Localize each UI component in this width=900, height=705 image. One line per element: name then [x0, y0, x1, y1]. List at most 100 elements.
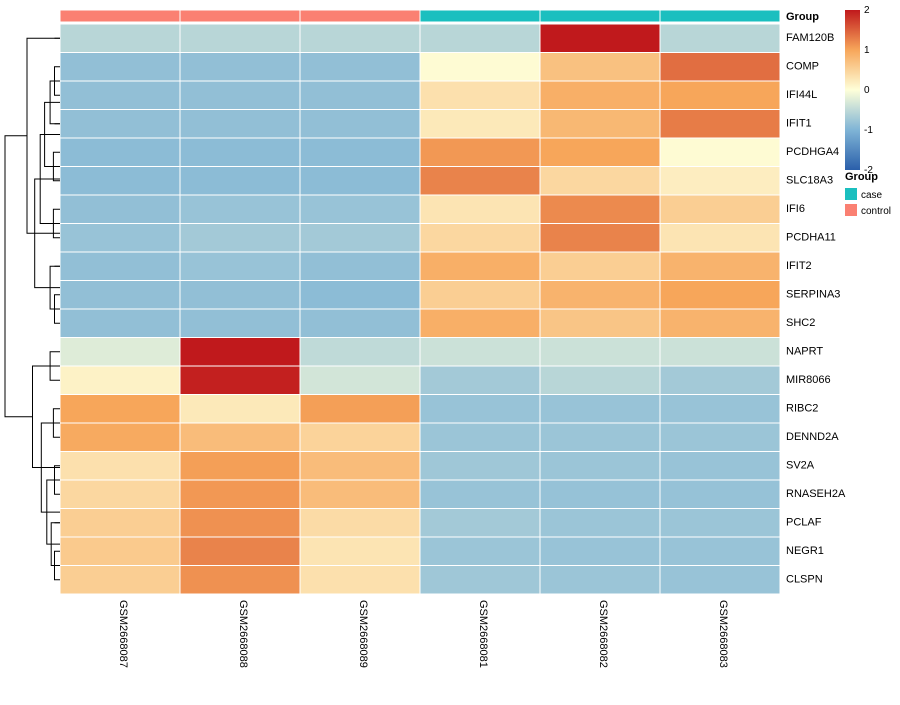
heatmap-cell [540, 167, 660, 196]
group-annotation-cell [660, 10, 780, 22]
heatmap-cell [300, 138, 420, 167]
heatmap-cell [300, 110, 420, 139]
heatmap-cell [60, 81, 180, 110]
heatmap-cell [300, 480, 420, 509]
row-label: NEGR1 [786, 545, 824, 557]
row-label: PCDHGA4 [786, 146, 839, 158]
heatmap-cell [540, 53, 660, 82]
heatmap-cell [420, 195, 540, 224]
heatmap-cell [300, 395, 420, 424]
heatmap-cell [180, 224, 300, 253]
heatmap-cell [660, 195, 780, 224]
row-label: CLSPN [786, 574, 823, 586]
heatmap-cell [540, 24, 660, 53]
colorbar-tick: -1 [864, 125, 873, 136]
heatmap-cell [420, 224, 540, 253]
heatmap-cell [60, 338, 180, 367]
colorbar-tick: 0 [864, 85, 870, 96]
heatmap-cell [180, 366, 300, 395]
heatmap-cell [660, 509, 780, 538]
heatmap-cell [420, 24, 540, 53]
legend-swatch [845, 188, 857, 200]
heatmap-cell [540, 566, 660, 595]
colorbar-tick: 2 [864, 5, 870, 16]
heatmap-cell [300, 53, 420, 82]
heatmap-cell [420, 138, 540, 167]
group-annotation-cell [60, 10, 180, 22]
heatmap-cell [660, 224, 780, 253]
heatmap-cell [660, 452, 780, 481]
heatmap-cell [300, 566, 420, 595]
row-label: COMP [786, 61, 819, 73]
row-label: SLC18A3 [786, 175, 833, 187]
heatmap-cell [180, 509, 300, 538]
heatmap-cell [180, 537, 300, 566]
legend-item-label: control [861, 206, 891, 217]
row-label: FAM120B [786, 32, 834, 44]
heatmap-cell [60, 53, 180, 82]
heatmap-cell [180, 423, 300, 452]
heatmap-cell [420, 566, 540, 595]
heatmap-cell [420, 452, 540, 481]
heatmap-cell [660, 252, 780, 281]
heatmap-cell [420, 480, 540, 509]
colorbar-tick: 1 [864, 45, 870, 56]
heatmap-cell [300, 195, 420, 224]
row-label: DENND2A [786, 431, 839, 443]
heatmap-cell [300, 509, 420, 538]
group-annotation-cell [420, 10, 540, 22]
heatmap-cell [300, 24, 420, 53]
heatmap-cell [540, 81, 660, 110]
heatmap-cell [540, 224, 660, 253]
heatmap-cell [60, 24, 180, 53]
heatmap-cell [60, 366, 180, 395]
column-label: GSM2668082 [597, 600, 609, 668]
legend-swatch [845, 204, 857, 216]
heatmap-cell [60, 110, 180, 139]
row-label: NAPRT [786, 346, 823, 358]
heatmap-cell [420, 338, 540, 367]
column-label: GSM2668081 [477, 600, 489, 668]
legend-title: Group [845, 171, 878, 183]
heatmap-figure: GroupFAM120BCOMPIFI44LIFIT1PCDHGA4SLC18A… [0, 0, 900, 700]
heatmap-cell [300, 224, 420, 253]
group-annotation-cell [540, 10, 660, 22]
heatmap-svg: GroupFAM120BCOMPIFI44LIFIT1PCDHGA4SLC18A… [0, 0, 900, 700]
dendrogram-branch [27, 38, 60, 233]
heatmap-cell [540, 195, 660, 224]
heatmap-cell [420, 423, 540, 452]
heatmap-cell [420, 281, 540, 310]
heatmap-cell [660, 566, 780, 595]
heatmap-cell [300, 81, 420, 110]
heatmap-cell [300, 252, 420, 281]
group-annotation-cell [180, 10, 300, 22]
heatmap-cell [60, 138, 180, 167]
heatmap-cell [420, 252, 540, 281]
heatmap-cell [660, 537, 780, 566]
heatmap-cell [60, 452, 180, 481]
row-label: IFI44L [786, 89, 817, 101]
heatmap-cell [660, 395, 780, 424]
column-label: GSM2668089 [357, 600, 369, 668]
heatmap-cell [660, 110, 780, 139]
heatmap-cell [180, 480, 300, 509]
heatmap-cell [180, 281, 300, 310]
row-label: IFIT2 [786, 260, 812, 272]
column-label: GSM2668087 [117, 600, 129, 668]
heatmap-cell [660, 338, 780, 367]
heatmap-cell [420, 537, 540, 566]
heatmap-cell [300, 423, 420, 452]
heatmap-cell [540, 452, 660, 481]
heatmap-cell [660, 81, 780, 110]
heatmap-cell [420, 110, 540, 139]
group-annotation-cell [300, 10, 420, 22]
heatmap-cell [300, 452, 420, 481]
heatmap-cell [180, 81, 300, 110]
heatmap-cell [660, 480, 780, 509]
heatmap-cell [300, 167, 420, 196]
heatmap-cell [300, 338, 420, 367]
heatmap-cell [60, 224, 180, 253]
heatmap-cell [60, 566, 180, 595]
heatmap-cell [60, 509, 180, 538]
heatmap-cell [540, 480, 660, 509]
